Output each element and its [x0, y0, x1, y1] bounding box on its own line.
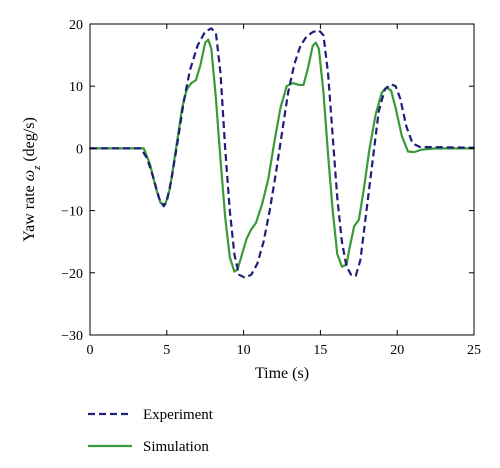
legend: Experiment Simulation — [88, 407, 214, 455]
y-axis-label-prefix: Yaw rate — [21, 181, 38, 242]
series-layer — [88, 27, 476, 279]
legend-label-simulation: Simulation — [143, 439, 209, 455]
y-axis-label-symbol: ω — [21, 170, 38, 181]
y-tick-label-3: 0 — [76, 142, 83, 157]
y-tick-label-5: 20 — [69, 18, 83, 33]
x-axis-label: Time (s) — [255, 365, 309, 382]
legend-label-experiment: Experiment — [143, 407, 214, 423]
y-tick-label-1: −20 — [61, 267, 83, 282]
y-axis-label-subscript: z — [31, 165, 43, 171]
plot-frame — [89, 23, 475, 336]
series-line-simulation — [88, 38, 476, 273]
y-axis-label: Yaw rate ωz (deg/s) — [21, 117, 43, 242]
y-tick-label-4: 10 — [69, 80, 83, 95]
y-tick-label-0: −30 — [61, 329, 83, 344]
series-line-experiment — [90, 27, 475, 279]
x-tick-label-0: 0 — [87, 343, 94, 358]
x-tick-label-4: 20 — [390, 343, 404, 358]
y-tick-label-2: −10 — [61, 205, 83, 220]
x-tick-label-2: 10 — [237, 343, 251, 358]
ticks-layer: 0 5 10 15 20 25 −30 −20 −10 0 10 20 — [61, 18, 481, 358]
x-tick-label-3: 15 — [313, 343, 327, 358]
x-tick-label-5: 25 — [467, 343, 481, 358]
x-tick-label-1: 5 — [163, 343, 170, 358]
y-axis-label-suffix: (deg/s) — [21, 117, 38, 165]
